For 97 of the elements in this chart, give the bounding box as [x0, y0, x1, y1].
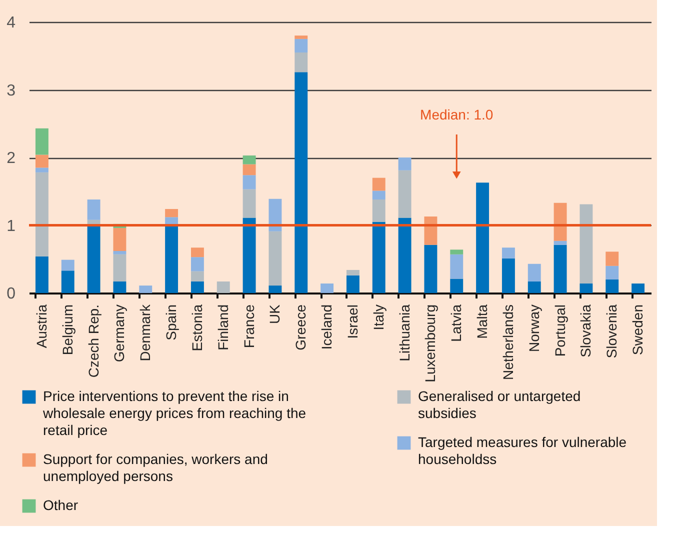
x-tick-label: Slovenia — [604, 304, 620, 358]
bar — [476, 182, 490, 293]
x-tick-label: Austria — [33, 304, 50, 348]
bar — [450, 250, 464, 254]
bar — [528, 264, 541, 282]
x-tick-label: Belgium — [59, 304, 76, 356]
bar — [35, 154, 48, 168]
x-tick-label: France — [240, 304, 257, 348]
bar — [268, 286, 282, 293]
bar — [372, 222, 386, 293]
bar — [268, 198, 282, 232]
x-tick-label: UK — [266, 304, 283, 324]
bar — [190, 257, 204, 272]
x-tick-label: Slovakia — [578, 304, 594, 358]
bar — [294, 38, 308, 52]
bar — [632, 284, 645, 293]
bar — [87, 200, 100, 220]
x-tick-label: Iceland — [318, 304, 335, 350]
ref-line-label: Median: 1.0 — [420, 106, 494, 123]
y-tick-label: 4 — [6, 14, 16, 32]
x-tick-label: Malta — [474, 304, 490, 339]
bar — [424, 216, 438, 245]
x-tick-label: Netherlands — [500, 304, 516, 380]
bar — [113, 228, 126, 251]
bar — [35, 172, 48, 256]
bar — [113, 254, 126, 282]
bar — [294, 72, 308, 293]
bar — [190, 281, 204, 293]
bar — [165, 208, 178, 218]
bar — [580, 204, 593, 284]
bar — [320, 284, 334, 293]
x-tick-label: Denmark — [137, 304, 154, 362]
x-tick-label: Luxembourg — [422, 304, 438, 382]
bar — [190, 248, 204, 258]
x-tick-label: Israel — [344, 304, 360, 339]
bar — [294, 52, 308, 72]
x-tick-label: Finland — [214, 304, 231, 350]
bar — [606, 252, 619, 266]
bar — [113, 281, 126, 293]
bar — [35, 168, 48, 172]
bar — [61, 270, 74, 293]
bar — [139, 286, 152, 293]
bar — [216, 281, 230, 293]
bar — [242, 218, 256, 293]
bar — [165, 226, 178, 293]
bar — [87, 226, 100, 293]
bar — [398, 158, 412, 170]
bar — [554, 244, 567, 293]
bar — [294, 36, 308, 39]
bar — [398, 218, 412, 293]
bar — [190, 271, 204, 282]
bar — [35, 256, 48, 293]
bar — [450, 254, 464, 279]
bar — [554, 202, 567, 241]
y-tick-label: 3 — [6, 82, 16, 100]
bar — [35, 128, 48, 155]
y-tick-label: 1 — [6, 218, 16, 235]
bar — [398, 170, 412, 218]
x-tick-label: Latvia — [448, 304, 464, 342]
x-tick-label: Estonia — [188, 304, 205, 352]
x-tick-label: Sweden — [630, 304, 646, 356]
bar — [113, 250, 126, 254]
x-tick-label: Germany — [111, 304, 128, 362]
x-tick-label: Portugal — [552, 304, 568, 357]
y-tick-label: 0 — [6, 286, 16, 302]
legend-label: Price interventions to prevent the rise in wholesale energy prices from reaching the retail price — [42, 388, 306, 438]
x-tick-label: Czech Rep. — [85, 304, 102, 378]
bar — [502, 258, 515, 293]
bar — [450, 278, 464, 293]
bar — [424, 244, 438, 293]
x-tick-label: Italy — [370, 304, 386, 330]
x-tick-label: Spain — [163, 304, 180, 340]
legend-label: Other — [43, 497, 78, 513]
bar — [268, 231, 282, 286]
bar — [502, 248, 515, 258]
x-tick-label: Lithuania — [396, 304, 412, 362]
bar — [242, 175, 256, 190]
bar — [554, 240, 567, 245]
legend-label: Support for companies, workers and unemployed persons — [43, 451, 268, 484]
bar — [242, 155, 256, 164]
legend-label: Generalised or untargeted subsidies — [418, 388, 581, 421]
bar — [61, 260, 74, 271]
bar — [372, 178, 386, 191]
y-tick-label: 2 — [6, 150, 16, 167]
legend-label: Targeted measures for vulnerable householdss — [418, 434, 627, 467]
bar — [346, 270, 360, 276]
bar — [372, 200, 386, 222]
x-tick-label: Greece — [292, 304, 309, 350]
bar — [242, 164, 256, 176]
bar — [372, 190, 386, 200]
bar — [580, 284, 593, 293]
x-tick-label: Norway — [526, 304, 542, 352]
bar — [606, 279, 619, 293]
bar — [346, 275, 360, 293]
bar — [242, 189, 256, 218]
bar — [606, 266, 619, 280]
bar — [528, 281, 541, 293]
